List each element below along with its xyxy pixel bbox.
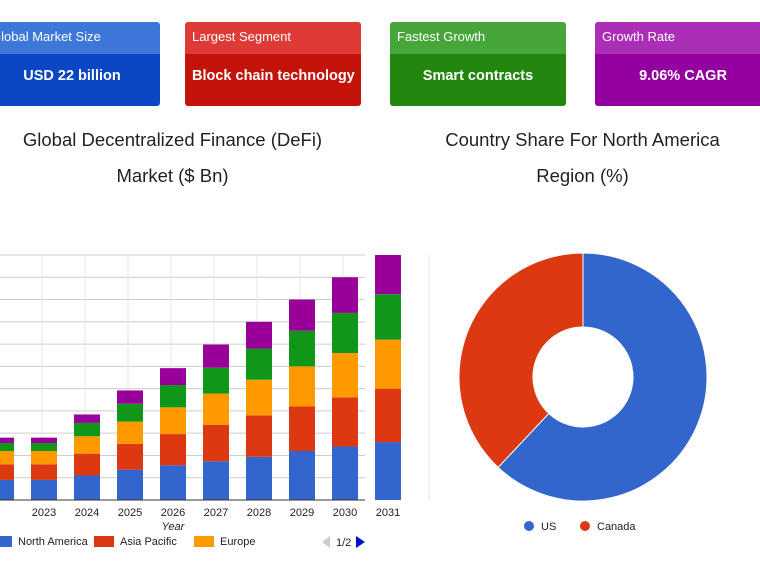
legend-label: North America [18,536,89,548]
bar-segment[interactable] [203,367,229,394]
bar-segment[interactable] [0,442,14,451]
legend-pager: 1/2 [336,537,351,549]
x-tick-label: 2030 [333,507,357,519]
pie-chart-title-line-2: Region (%) [536,165,629,186]
bar-segment[interactable] [332,397,358,447]
bar-segment[interactable] [160,385,186,408]
market-size-value: USD 22 billion [0,54,160,106]
bar-chart-legend: North America Asia Pacific Europe 1/2 [0,536,365,549]
bar-segment[interactable] [117,443,143,470]
legend-label: Europe [220,536,255,548]
largest-segment-label: Largest Segment [185,22,361,54]
growth-rate-label: Growth Rate [595,22,760,54]
bar-segment[interactable] [74,475,100,501]
bar-segment[interactable] [160,434,186,466]
bar-segment[interactable] [203,424,229,462]
bar-segment[interactable] [0,451,14,465]
bar-segment[interactable] [289,330,315,367]
fastest-growth-value: Smart contracts [390,54,566,106]
bar-segment[interactable] [375,388,401,443]
legend-next-icon[interactable] [356,536,365,548]
bar-chart-x-axis: 2023 2024 2025 2026 2027 2028 2029 2030 2031 [0,499,400,519]
bar-segment[interactable] [375,442,401,500]
bar-segment[interactable] [117,421,143,444]
bar-segment[interactable] [0,437,14,443]
growth-rate-value: 9.06% CAGR [595,54,760,106]
bar-segment[interactable] [203,344,229,368]
market-size-label: Global Market Size [0,22,160,54]
bar-segment[interactable] [246,321,272,349]
legend-swatch [94,536,114,547]
bar-segment[interactable] [74,414,100,423]
bar-segment[interactable] [203,393,229,425]
bar-segment[interactable] [246,456,272,500]
bar-segment[interactable] [160,368,186,386]
largest-segment-card: Largest Segment Block chain technology [185,22,361,106]
legend-swatch [0,536,12,547]
x-tick-label: 2026 [161,507,185,519]
bar-segment[interactable] [31,451,57,465]
bar-chart-title-line-2: Market ($ Bn) [116,165,229,186]
bar-segment[interactable] [246,379,272,416]
bar-segment[interactable] [332,277,358,313]
bar-segment[interactable] [375,339,401,389]
bar-segment[interactable] [117,469,143,500]
growth-rate-card: Growth Rate 9.06% CAGR [595,22,760,106]
bar-segment[interactable] [289,406,315,451]
bar-segment[interactable] [289,366,315,407]
bar-segment[interactable] [246,415,272,457]
bar-segment[interactable] [74,436,100,454]
bar-segment[interactable] [74,422,100,437]
x-axis-title: Year [162,521,186,533]
x-tick-label: 2025 [118,507,142,519]
x-tick-label: 2031 [376,507,400,519]
bar-segment[interactable] [31,442,57,451]
bar-segment[interactable] [160,465,186,500]
fastest-growth-label: Fastest Growth [390,22,566,54]
bar-segment[interactable] [31,437,57,443]
bar-segment[interactable] [0,479,14,500]
legend-swatch [194,536,214,547]
x-tick-label: 2028 [247,507,271,519]
bar-segment[interactable] [375,255,401,295]
legend-prev-icon[interactable] [322,536,330,548]
bar-segment[interactable] [375,294,401,340]
bar-segment[interactable] [117,390,143,404]
largest-segment-value: Block chain technology [185,54,361,106]
bar-segment[interactable] [160,407,186,435]
bar-segment[interactable] [289,451,315,500]
bar-segment[interactable] [332,312,358,353]
bar-segment[interactable] [246,348,272,380]
bar-chart-title: Global Decentralized Finance (DeFi) Mark… [0,122,345,194]
bar-segment[interactable] [0,464,14,480]
fastest-growth-card: Fastest Growth Smart contracts [390,22,566,106]
bar-segment[interactable] [332,446,358,500]
pie-chart-title: Country Share For North America Region (… [405,122,760,194]
bar-chart-bars [0,255,401,500]
bar-segment[interactable] [332,353,358,398]
x-tick-label: 2029 [290,507,314,519]
x-tick-label: 2023 [32,507,56,519]
bar-segment[interactable] [203,461,229,500]
x-tick-label: 2024 [75,507,99,519]
x-tick-label: 2027 [204,507,228,519]
bar-segment[interactable] [31,464,57,480]
market-size-card: Global Market Size USD 22 billion [0,22,160,106]
bar-segment[interactable] [31,479,57,500]
bar-segment[interactable] [74,453,100,476]
legend-label: Asia Pacific [120,536,177,548]
bar-segment[interactable] [117,403,143,422]
pie-chart-title-line-1: Country Share For North America [445,129,720,150]
bar-chart-title-line-1: Global Decentralized Finance (DeFi) [22,129,323,150]
bar-segment[interactable] [289,299,315,331]
